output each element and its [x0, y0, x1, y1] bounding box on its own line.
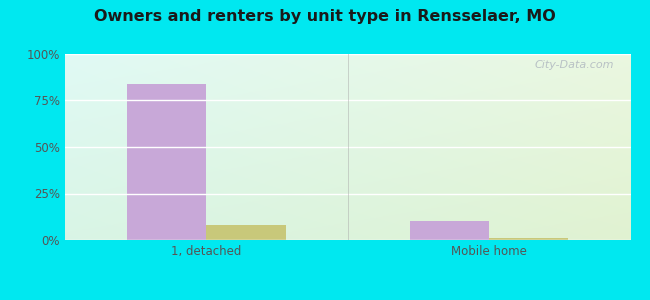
- Bar: [410, 221, 489, 240]
- Bar: [207, 225, 285, 240]
- Text: Owners and renters by unit type in Rensselaer, MO: Owners and renters by unit type in Renss…: [94, 9, 556, 24]
- Bar: [127, 84, 207, 240]
- Text: City-Data.com: City-Data.com: [534, 60, 614, 70]
- Bar: [489, 238, 568, 240]
